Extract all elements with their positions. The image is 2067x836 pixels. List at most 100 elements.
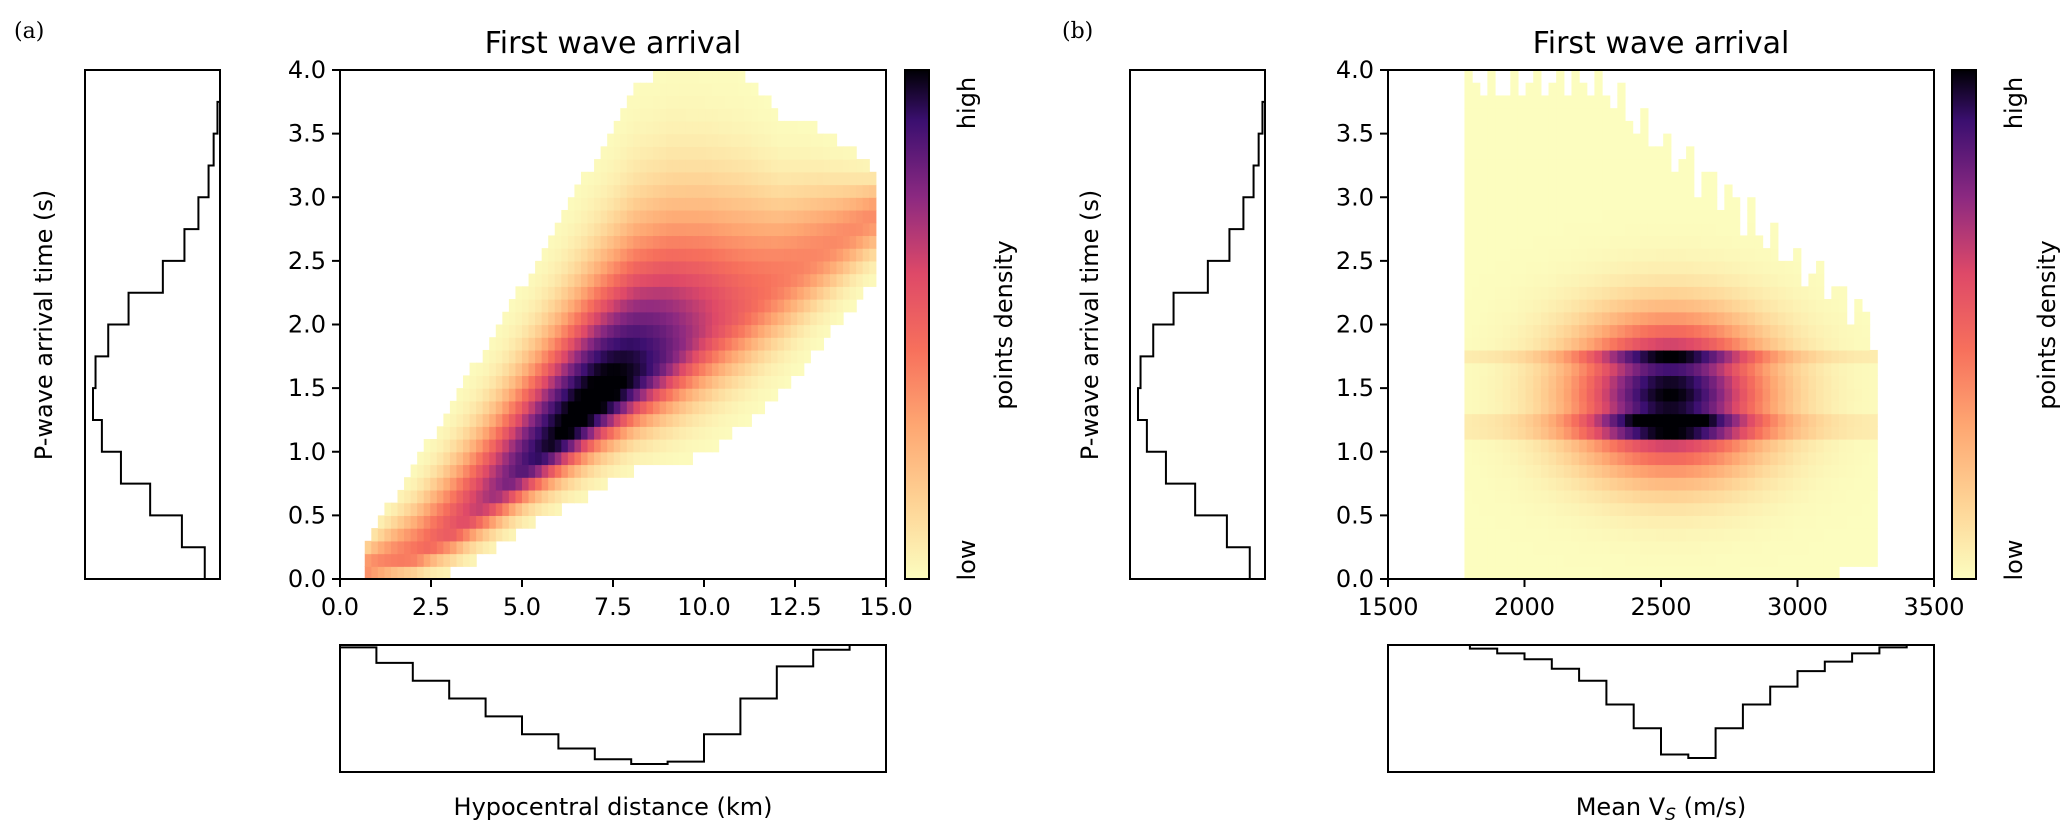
heatmap-cell — [692, 337, 700, 351]
heatmap-cell — [1770, 375, 1779, 389]
heatmap-cell — [515, 477, 523, 491]
heatmap-cell — [1533, 133, 1542, 147]
heatmap-cell — [1701, 553, 1710, 567]
heatmap-cell — [1479, 464, 1488, 478]
panel-label-a: (a) — [14, 19, 44, 44]
heatmap-cell — [1670, 553, 1680, 567]
heatmap-cell — [1510, 566, 1519, 580]
heatmap-cell — [613, 146, 621, 160]
heatmap-cell — [1747, 299, 1756, 313]
heatmap-cell — [1632, 159, 1641, 173]
heatmap-cell — [443, 528, 451, 542]
heatmap-cell — [489, 464, 497, 478]
heatmap-cell — [1464, 553, 1473, 567]
heatmap-cell — [522, 337, 530, 351]
heatmap-cell — [797, 146, 805, 160]
heatmap-cell — [607, 159, 615, 173]
heatmap-cell — [653, 426, 661, 440]
heatmap-cell — [810, 184, 818, 198]
heatmap-cell — [725, 362, 733, 376]
heatmap-cell — [1747, 337, 1756, 351]
heatmap-cell — [784, 337, 792, 351]
heatmap-cell — [803, 299, 811, 313]
heatmap-cell — [1487, 248, 1496, 262]
heatmap-cell — [1663, 248, 1672, 262]
heatmap-cell — [1609, 362, 1618, 376]
heatmap-cell — [554, 464, 562, 478]
heatmap-cell — [620, 159, 628, 173]
heatmap-cell — [1602, 311, 1611, 326]
heatmap-cell — [685, 108, 693, 122]
heatmap-cell — [757, 209, 766, 224]
heatmap-cell — [738, 362, 746, 376]
heatmap-cell — [1686, 209, 1695, 224]
heatmap-cell — [1548, 349, 1557, 364]
heatmap-cell — [541, 324, 549, 338]
heatmap-cell — [1861, 337, 1871, 351]
heatmap-cell — [561, 209, 569, 224]
heatmap-cell — [1556, 502, 1565, 516]
heatmap-cell — [1472, 528, 1481, 542]
heatmap-cell — [1678, 324, 1687, 338]
heatmap-cell — [1617, 171, 1626, 186]
heatmap-cell — [1785, 464, 1794, 478]
heatmap-cell — [567, 388, 576, 402]
heatmap-cell — [561, 413, 569, 427]
heatmap-cell — [1525, 197, 1534, 211]
heatmap-cell — [1724, 515, 1733, 529]
heatmap-cell — [1586, 133, 1595, 147]
heatmap-cell — [1563, 108, 1573, 122]
heatmap-cell — [1670, 502, 1680, 516]
heatmap-cell — [718, 324, 726, 338]
heatmap-cell — [1640, 222, 1649, 237]
heatmap-cell — [1747, 477, 1756, 491]
heatmap-cell — [1647, 388, 1657, 402]
heatmap-cell — [1502, 388, 1511, 402]
heatmap-cell — [528, 413, 536, 427]
heatmap-cell — [482, 400, 490, 415]
heatmap-cell — [666, 362, 674, 376]
heatmap-cell — [1777, 260, 1787, 275]
heatmap-cell — [1594, 273, 1603, 287]
heatmap-cell — [1808, 362, 1817, 376]
heatmap-cell — [646, 451, 654, 466]
heatmap-cell — [1495, 273, 1504, 287]
heatmap-cell — [1510, 349, 1519, 364]
heatmap-cell — [1495, 235, 1504, 249]
colorbar-low-b: low — [2000, 540, 2028, 581]
heatmap-cell — [1678, 489, 1687, 504]
heatmap-cell — [653, 311, 661, 326]
heatmap-cell — [1563, 273, 1573, 287]
heatmap-cell — [1533, 311, 1542, 326]
heatmap-cell — [725, 222, 733, 237]
heatmap-cell — [1716, 489, 1725, 504]
heatmap-cell — [620, 133, 628, 147]
heatmap-cell — [777, 248, 785, 262]
heatmap-cell — [790, 159, 798, 173]
heatmap-cell — [1640, 286, 1649, 300]
heatmap-cell — [1495, 540, 1504, 555]
heatmap-cell — [548, 235, 556, 249]
heatmap-cell — [417, 451, 425, 466]
heatmap-cell — [1609, 209, 1618, 224]
heatmap-cell — [1686, 273, 1695, 287]
heatmap-cell — [1793, 566, 1802, 580]
heatmap-cell — [449, 400, 458, 415]
heatmap-cell — [515, 451, 523, 466]
heatmap-cell — [626, 133, 634, 147]
heatmap-cell — [626, 248, 634, 262]
heatmap-cell — [1487, 515, 1496, 529]
heatmap-cell — [751, 159, 759, 173]
heatmap-cell — [1617, 528, 1626, 542]
heatmap-cell — [1533, 248, 1542, 262]
heatmap-cell — [803, 146, 811, 160]
heatmap-cell — [1663, 260, 1672, 275]
heatmap-cell — [567, 349, 576, 364]
heatmap-cell — [1816, 337, 1825, 351]
heatmap-cell — [515, 311, 523, 326]
heatmap-cell — [653, 299, 661, 313]
heatmap-cell — [1479, 413, 1488, 427]
heatmap-cell — [1563, 375, 1573, 389]
heatmap-cell — [1632, 426, 1641, 440]
heatmap-cell — [1579, 159, 1588, 173]
